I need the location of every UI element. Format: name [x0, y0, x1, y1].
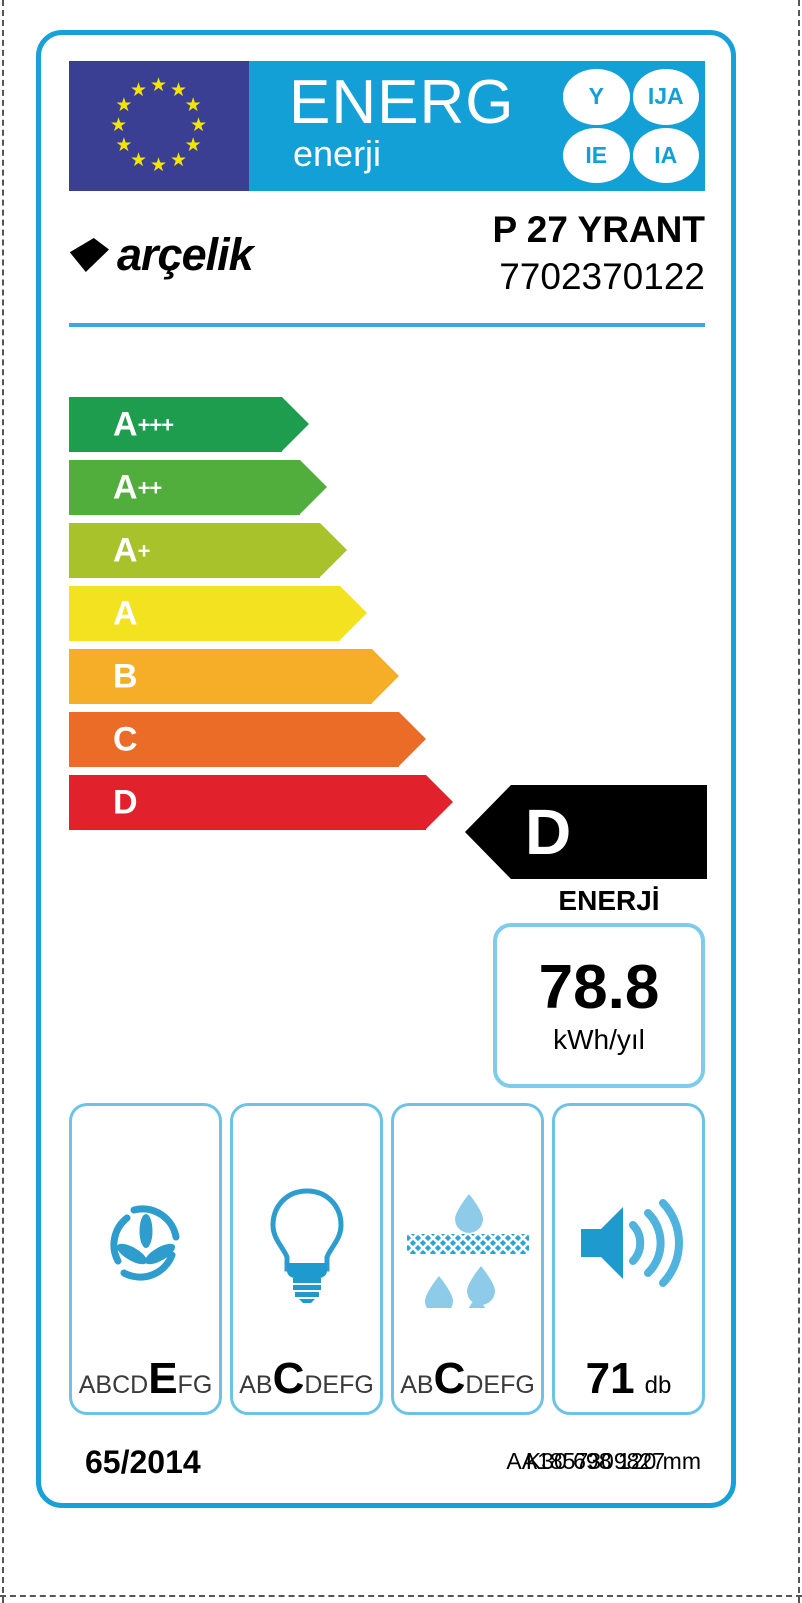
- footer-code-a: AA1857309827: [506, 1448, 665, 1474]
- consumption-unit: kWh/yıl: [553, 1023, 645, 1055]
- badge-ie: IE: [563, 127, 630, 183]
- brand-row: arçelik P 27 YRANT 7702370122: [69, 207, 705, 315]
- badge-y: Y: [563, 69, 630, 125]
- scale-highlight: C: [433, 1354, 466, 1403]
- model-code: 7702370122: [499, 256, 705, 297]
- energy-label-card: ENERG enerji Y IJA IE IA arçelik P 27 YR…: [36, 30, 736, 1508]
- enerji-caption: ENERJİ: [558, 885, 660, 916]
- energy-class-bar: A+++: [69, 397, 489, 458]
- energy-class-bar: B: [69, 649, 489, 710]
- cut-guide-left: [2, 0, 4, 1603]
- lighting-class-scale: AB C DEFG: [237, 1354, 376, 1404]
- feature-panels: ABCD E FG AB C DEFG: [69, 1103, 705, 1415]
- badge-ia: IA: [632, 127, 699, 183]
- fan-icon: [76, 1132, 215, 1354]
- energ-band: ENERG enerji Y IJA IE IA: [249, 61, 705, 191]
- panel-grease-filtering-efficiency: AB C DEFG: [391, 1103, 544, 1415]
- energ-wordmark: ENERG: [289, 68, 515, 137]
- brand-name: arçelik: [117, 229, 254, 280]
- energy-class-label: A+++: [113, 405, 174, 443]
- energy-class-label: A++: [113, 468, 162, 506]
- eu-flag-icon: [69, 61, 249, 191]
- energy-class-label: B: [113, 657, 138, 695]
- brand-divider: [69, 323, 705, 327]
- cut-guide-bottom: [0, 1595, 802, 1597]
- consumption-box: 78.8 kWh/yıl: [493, 923, 705, 1088]
- panel-fluid-dynamic-efficiency: ABCD E FG: [69, 1103, 222, 1415]
- scale-after: DEFG: [465, 1371, 535, 1399]
- noise-unit: db: [644, 1372, 672, 1399]
- noise-value: 71: [585, 1354, 635, 1403]
- lightbulb-icon: [237, 1132, 376, 1354]
- energy-class-label: C: [113, 720, 138, 758]
- footer-codes: AA1857309827 K30 698 120 mm: [401, 1439, 701, 1475]
- badge-group: Y IJA IE IA: [563, 69, 699, 183]
- energy-class-label: A+: [113, 531, 150, 569]
- scale-highlight: C: [272, 1354, 305, 1403]
- regulation-number: 65/2014: [85, 1444, 201, 1480]
- panel-noise-level: 71 db: [552, 1103, 705, 1415]
- scale-after: FG: [177, 1371, 213, 1399]
- energy-class-bar: A+: [69, 523, 489, 584]
- panel-lighting-efficiency: AB C DEFG: [230, 1103, 383, 1415]
- label-header: ENERG enerji Y IJA IE IA: [69, 61, 705, 191]
- model-name: P 27 YRANT: [492, 209, 706, 250]
- brand-logo: arçelik: [69, 229, 254, 281]
- cut-guide-right: [798, 0, 800, 1603]
- rating-arrow: D: [465, 785, 707, 879]
- grease-class-scale: AB C DEFG: [398, 1354, 537, 1404]
- badge-ija: IJA: [632, 69, 699, 125]
- consumption-value: 78.8: [538, 952, 660, 1022]
- scale-before: AB: [239, 1371, 273, 1399]
- scale-after: DEFG: [304, 1371, 374, 1399]
- arcelik-mark-icon: [69, 238, 109, 272]
- enerji-wordmark: enerji: [293, 133, 382, 174]
- energy-class-scale: A+++ A++ A+ A B C D: [69, 397, 489, 838]
- rating-class-letter: D: [525, 796, 572, 868]
- energy-class-bar: C: [69, 712, 489, 773]
- model-block: P 27 YRANT 7702370122: [493, 207, 706, 301]
- energy-class-bar: A++: [69, 460, 489, 521]
- scale-before: ABCD: [78, 1371, 149, 1399]
- energy-class-label: A: [113, 594, 138, 632]
- footer-code-b: K30 698 120 mm: [525, 1448, 701, 1474]
- energy-class-label: D: [113, 783, 138, 821]
- scale-highlight: E: [148, 1354, 178, 1403]
- energy-class-bar: A: [69, 586, 489, 647]
- noise-value-row: 71 db: [559, 1354, 698, 1404]
- scale-before: AB: [400, 1371, 434, 1399]
- fluid-class-scale: ABCD E FG: [76, 1354, 215, 1404]
- energy-class-bar: D: [69, 775, 489, 836]
- sound-icon: [559, 1132, 698, 1354]
- grease-filter-icon: [398, 1132, 537, 1354]
